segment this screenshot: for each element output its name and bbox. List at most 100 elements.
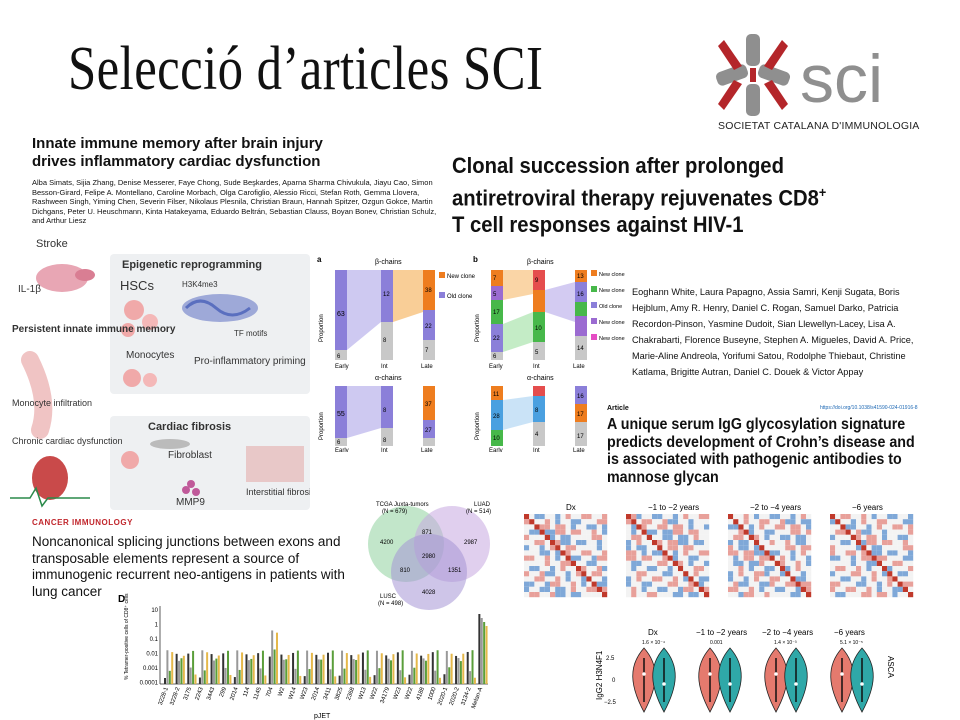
bar xyxy=(247,660,250,684)
bar xyxy=(415,653,418,684)
svg-text:W23: W23 xyxy=(393,686,403,700)
svg-text:Early: Early xyxy=(335,364,349,370)
bar xyxy=(166,650,169,684)
svg-text:27: 27 xyxy=(425,428,432,434)
bar xyxy=(187,653,190,684)
fig1-cardiac-fibrosis: Cardiac fibrosis xyxy=(148,421,231,433)
bar xyxy=(271,630,274,684)
bar xyxy=(350,655,353,684)
svg-text:4188: 4188 xyxy=(416,686,426,701)
article2-authors: Eoghann White, Laura Papagno, Assia Samr… xyxy=(632,287,914,377)
bar xyxy=(380,653,383,684)
bar xyxy=(424,660,427,684)
svg-text:1145: 1145 xyxy=(253,686,263,701)
bar xyxy=(317,659,320,684)
svg-text:Early: Early xyxy=(489,448,503,452)
bar xyxy=(422,658,425,684)
sankey-b-beta: 7 9 13 5 17 16 22 6 10 5 14 xyxy=(491,270,587,360)
svg-text:LUSC: LUSC xyxy=(380,594,397,600)
svg-text:0.0001: 0.0001 xyxy=(140,681,159,687)
svg-text:3443: 3443 xyxy=(206,686,216,701)
bar xyxy=(459,661,462,684)
svg-text:TCGA Juxta-tumors: TCGA Juxta-tumors xyxy=(376,502,429,508)
svg-text:4200: 4200 xyxy=(380,540,394,546)
bar xyxy=(296,650,299,684)
fig1-chronic: Chronic cardiac dysfunction xyxy=(12,436,123,446)
fig2-legend-a: New clone Old clone xyxy=(439,272,476,300)
svg-text:New clone: New clone xyxy=(599,288,625,294)
bar xyxy=(473,677,476,684)
bar xyxy=(273,649,276,684)
article2-title: Clonal succession after prolonged antire… xyxy=(452,153,827,237)
bar xyxy=(366,650,369,684)
bar xyxy=(355,659,358,684)
svg-text:2987: 2987 xyxy=(464,540,478,546)
bar xyxy=(171,652,174,684)
bar xyxy=(466,651,469,684)
bar xyxy=(485,626,488,684)
bar xyxy=(445,650,448,684)
sci-logo: sci xyxy=(715,34,883,117)
fig2-panel-a: a xyxy=(317,255,322,264)
fibrosis-box xyxy=(110,416,310,510)
bar xyxy=(483,622,486,684)
bar xyxy=(198,677,201,684)
bar xyxy=(203,670,206,684)
article4-venn: TCGA Juxta-tumors (N = 679) LUAD (N = 51… xyxy=(368,502,491,610)
svg-text:1.6 × 10⁻⁴: 1.6 × 10⁻⁴ xyxy=(642,640,665,646)
bar xyxy=(392,654,395,684)
bar xyxy=(189,667,192,684)
svg-text:W22: W22 xyxy=(405,686,415,700)
bar xyxy=(261,650,264,684)
bar xyxy=(294,668,297,684)
bar xyxy=(413,667,416,684)
svg-text:New clone: New clone xyxy=(599,320,625,326)
bar xyxy=(450,653,453,684)
fig1-h3k4me3: H3K4me3 xyxy=(182,280,218,289)
article2-figure: a b β-chains α-chains β-chains α-chains … xyxy=(317,255,625,452)
bar xyxy=(233,677,236,684)
svg-text:New clone: New clone xyxy=(599,336,625,342)
bar xyxy=(385,655,388,684)
svg-text:55: 55 xyxy=(337,411,345,418)
bar xyxy=(236,650,239,684)
bar xyxy=(210,654,213,684)
svg-text:New clone: New clone xyxy=(599,272,625,278)
svg-text:13: 13 xyxy=(577,274,584,280)
bar xyxy=(345,653,348,684)
article4-label: CANCER IMMUNOLOGY xyxy=(32,518,133,527)
bar xyxy=(390,660,393,684)
svg-text:2020-2: 2020-2 xyxy=(449,686,461,706)
svg-text:63: 63 xyxy=(337,311,345,318)
svg-text:14: 14 xyxy=(577,346,584,352)
article3-label: Article xyxy=(607,405,629,412)
svg-text:8: 8 xyxy=(383,408,387,414)
fig1-tf-motifs: TF motifs xyxy=(234,329,267,338)
fig2-b-alpha: α-chains xyxy=(527,375,554,382)
svg-text:1.4 × 10⁻³: 1.4 × 10⁻³ xyxy=(774,640,797,646)
bar xyxy=(212,660,215,684)
svg-text:3411: 3411 xyxy=(323,686,333,701)
bar xyxy=(201,650,204,684)
svg-text:0.001: 0.001 xyxy=(710,640,723,646)
bar xyxy=(275,632,278,684)
fig1-monocyte-infiltration: Monocyte infiltration xyxy=(12,398,92,408)
svg-text:2243: 2243 xyxy=(195,686,205,701)
bar xyxy=(206,652,209,684)
violin-pair-0 xyxy=(632,647,676,713)
svg-text:3228-2: 3228-2 xyxy=(169,686,181,706)
bar xyxy=(443,674,446,684)
fig1-fibroblast: Fibroblast xyxy=(168,450,212,461)
fig1-epigenetic: Epigenetic reprogramming xyxy=(122,259,262,271)
heatmap-2 xyxy=(728,514,812,598)
bar xyxy=(322,654,325,684)
bar xyxy=(303,676,306,684)
bar xyxy=(259,668,262,684)
bar xyxy=(427,653,430,684)
svg-text:Int: Int xyxy=(381,448,388,452)
sci-logo-caption: SOCIETAT CATALANA D'IMMUNOLOGIA xyxy=(718,120,920,132)
bar xyxy=(310,652,313,684)
violin-ylabel: IgG2 H3N4F1 xyxy=(595,650,604,700)
article3-violins: IgG2 H3N4F1 ASCA 2.5 0 −2.5 Dx −1 to −2 … xyxy=(595,628,895,713)
heatmap-title-dx: Dx xyxy=(566,503,576,512)
